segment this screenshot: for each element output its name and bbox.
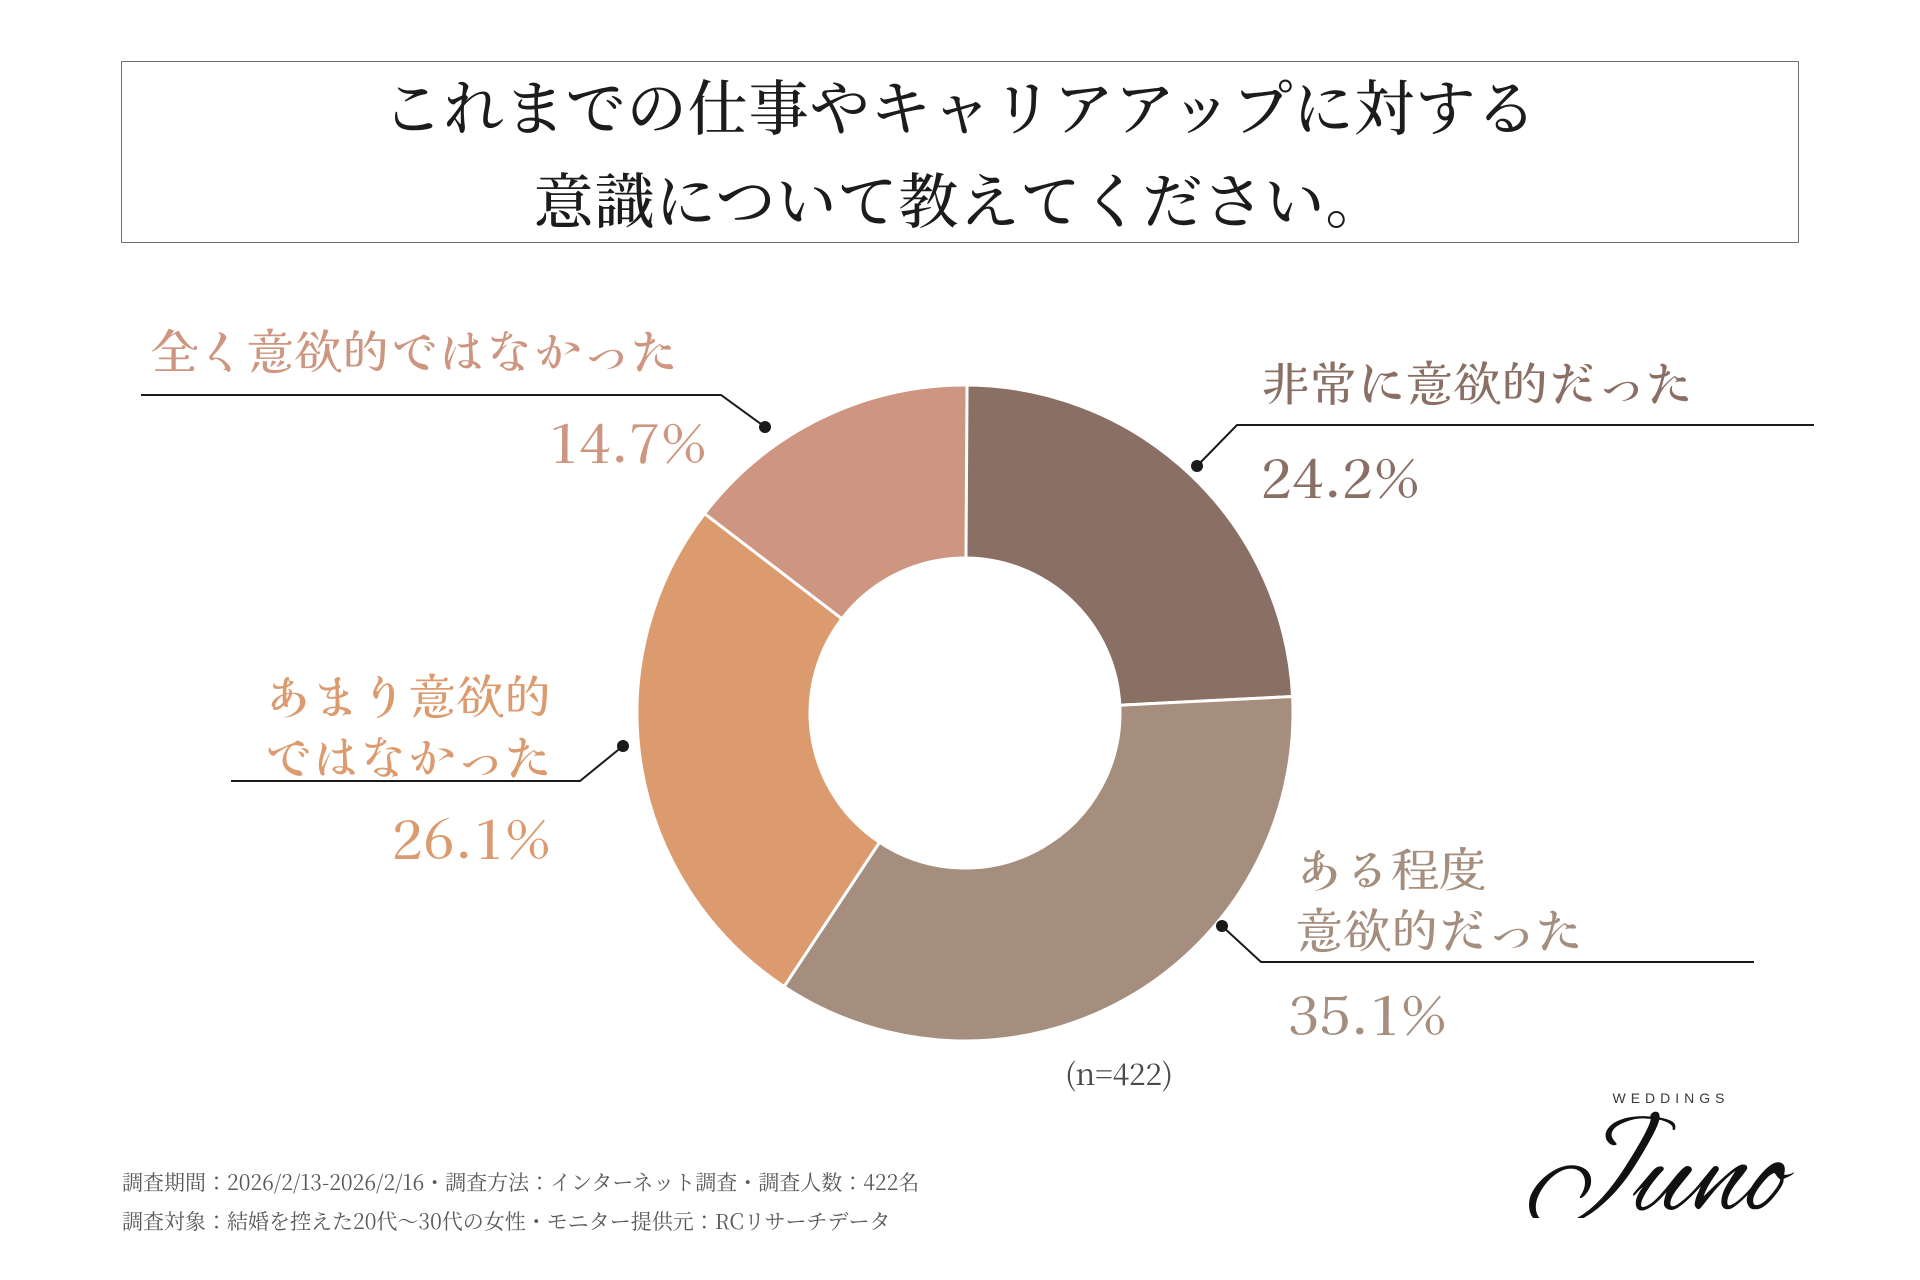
svg-text:Juno: Juno [1524,1097,1795,1218]
